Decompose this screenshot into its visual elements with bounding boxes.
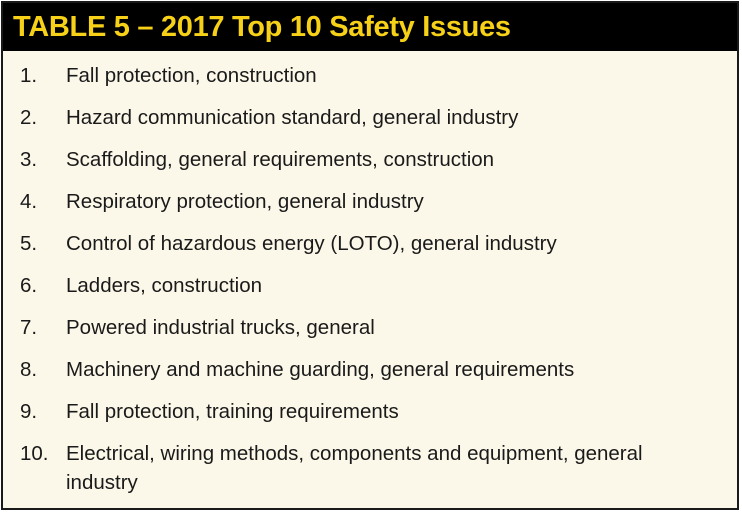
item-text: Control of hazardous energy (LOTO), gene… — [66, 232, 557, 255]
item-text: Scaffolding, general requirements, const… — [66, 148, 495, 171]
item-number: 4. — [20, 190, 38, 213]
item-number: 1. — [20, 64, 38, 87]
table-title: TABLE 5 – 2017 Top 10 Safety Issues — [13, 10, 511, 43]
item-number: 6. — [20, 274, 38, 297]
list-item: 10. Electrical, wiring methods, componen… — [3, 439, 737, 497]
item-text: Machinery and machine guarding, general … — [66, 358, 575, 381]
item-text: Ladders, construction — [66, 274, 263, 297]
list-item: 9. Fall protection, training requirement… — [3, 397, 737, 426]
list-item: 8. Machinery and machine guarding, gener… — [3, 355, 737, 384]
list-item: 2. Hazard communication standard, genera… — [3, 103, 737, 132]
item-number: 9. — [20, 400, 38, 423]
list-item: 1. Fall protection, construction — [3, 61, 737, 90]
item-number: 2. — [20, 106, 38, 129]
item-text: Electrical, wiring methods, components a… — [66, 442, 643, 494]
item-number: 5. — [20, 232, 38, 255]
issue-list: 1. Fall protection, construction 2. Haza… — [3, 51, 737, 497]
item-text: Powered industrial trucks, general — [66, 316, 375, 339]
item-number: 3. — [20, 148, 38, 171]
list-item: 6. Ladders, construction — [3, 271, 737, 300]
item-number: 10. — [20, 442, 49, 465]
item-text: Hazard communication standard, general i… — [66, 106, 519, 129]
list-item: 3. Scaffolding, general requirements, co… — [3, 145, 737, 174]
list-item: 5. Control of hazardous energy (LOTO), g… — [3, 229, 737, 258]
list-item: 7. Powered industrial trucks, general — [3, 313, 737, 342]
item-text: Fall protection, training requirements — [66, 400, 399, 423]
item-text: Fall protection, construction — [66, 64, 317, 87]
item-number: 7. — [20, 316, 38, 339]
item-text: Respiratory protection, general industry — [66, 190, 424, 213]
table-header: TABLE 5 – 2017 Top 10 Safety Issues — [3, 3, 737, 51]
list-item: 4. Respiratory protection, general indus… — [3, 187, 737, 216]
item-number: 8. — [20, 358, 38, 381]
